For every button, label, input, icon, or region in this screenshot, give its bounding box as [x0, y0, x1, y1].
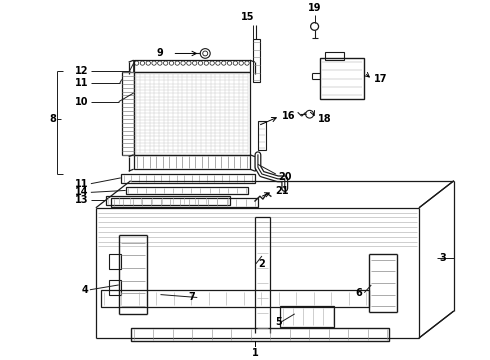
Bar: [253, 39, 260, 82]
Text: 19: 19: [308, 3, 321, 13]
Text: 18: 18: [318, 114, 331, 124]
Bar: [280, 306, 335, 327]
Text: 11: 11: [75, 179, 89, 189]
Text: 20: 20: [278, 172, 292, 182]
Text: 17: 17: [374, 75, 388, 85]
Bar: [324, 53, 344, 60]
Bar: [134, 60, 250, 72]
Bar: [101, 290, 369, 307]
Bar: [258, 121, 266, 150]
Bar: [121, 174, 255, 183]
Text: 12: 12: [75, 66, 89, 76]
Bar: [109, 280, 121, 294]
Text: 3: 3: [439, 253, 445, 263]
Bar: [134, 155, 250, 169]
Text: 5: 5: [275, 316, 282, 327]
Text: 13: 13: [75, 195, 89, 205]
Text: 15: 15: [241, 12, 255, 22]
Bar: [131, 328, 389, 341]
Bar: [319, 58, 365, 99]
Bar: [134, 72, 250, 155]
Text: 6: 6: [356, 288, 362, 298]
Text: 16: 16: [282, 111, 295, 121]
Text: 10: 10: [75, 97, 89, 107]
Text: 4: 4: [81, 285, 88, 295]
Text: 21: 21: [275, 186, 288, 197]
Text: 11: 11: [75, 78, 89, 88]
Text: 14: 14: [75, 187, 89, 197]
Text: 8: 8: [49, 114, 56, 124]
Bar: [106, 196, 230, 205]
Bar: [111, 198, 258, 207]
Text: 1: 1: [251, 348, 258, 357]
Bar: [125, 186, 248, 194]
Bar: [109, 254, 121, 269]
Text: 9: 9: [157, 49, 164, 58]
Bar: [122, 72, 134, 155]
Text: 2: 2: [258, 259, 265, 269]
Text: 7: 7: [189, 292, 196, 302]
